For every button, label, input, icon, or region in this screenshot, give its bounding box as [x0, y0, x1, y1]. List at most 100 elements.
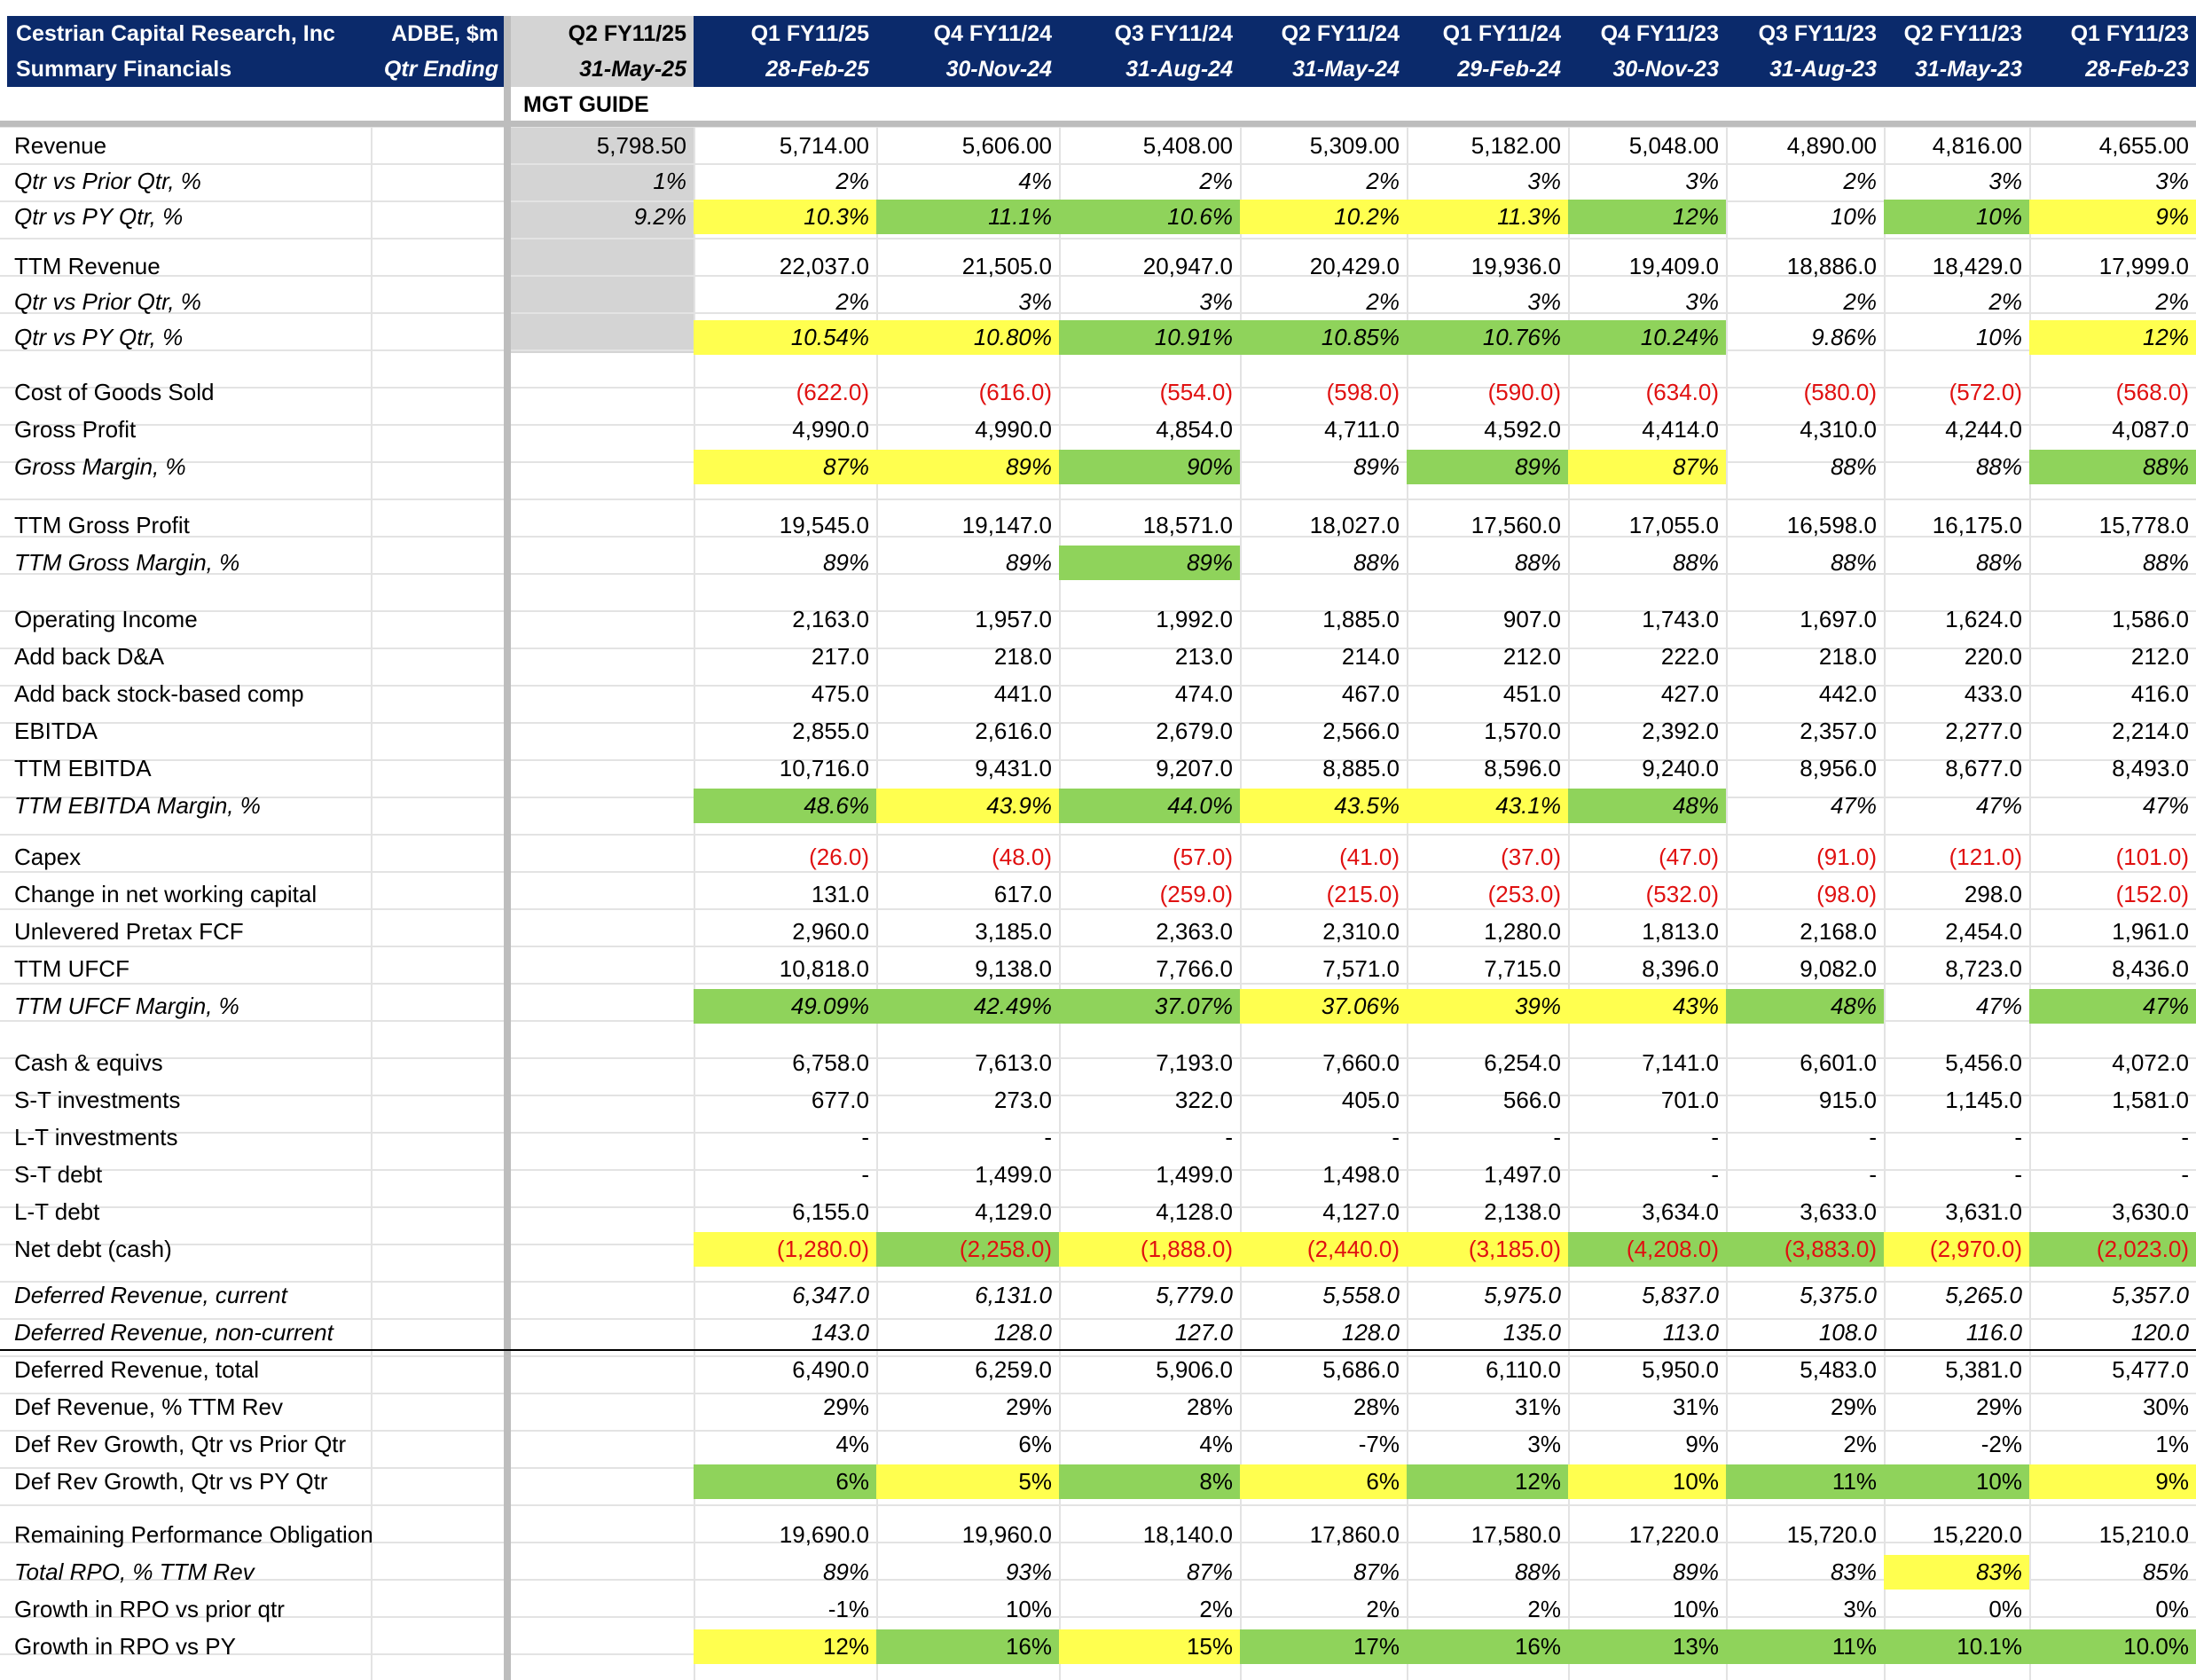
column-quarter-9: Q1 FY11/23	[2029, 16, 2196, 51]
table-cell: 427.0	[1660, 680, 1719, 707]
row-label: TTM Revenue	[14, 253, 161, 279]
table-cell: 1,280.0	[1484, 918, 1561, 945]
table-cell: 2,277.0	[1945, 718, 2022, 744]
subtotal-line	[0, 1349, 2196, 1351]
grid-line	[0, 163, 2196, 165]
table-cell	[511, 320, 694, 355]
table-cell: 20,429.0	[1309, 253, 1400, 279]
table-cell	[511, 602, 694, 637]
grid-line	[1059, 124, 1061, 1680]
table-cell: 2,679.0	[1156, 718, 1233, 744]
table-cell: 5,456.0	[1945, 1049, 2022, 1076]
table-cell	[511, 1464, 694, 1499]
table-cell: 8,885.0	[1322, 755, 1400, 781]
table-cell: 17,055.0	[1628, 512, 1719, 538]
table-cell: 17,860.0	[1309, 1521, 1400, 1548]
table-cell: 28%	[1186, 1393, 1233, 1420]
table-cell: 10.1%	[1884, 1629, 2029, 1664]
row-label: Def Revenue, % TTM Rev	[14, 1393, 283, 1420]
row-label: Deferred Revenue, current	[14, 1282, 287, 1308]
table-cell: 5,779.0	[1156, 1282, 1233, 1308]
table-cell: 5,837.0	[1642, 1282, 1719, 1308]
table-cell: 5,714.00	[779, 132, 869, 159]
table-cell: 11.1%	[876, 200, 1059, 234]
table-cell: (57.0)	[1173, 844, 1233, 870]
grid-line	[0, 1430, 2196, 1432]
table-cell: 4,244.0	[1945, 416, 2022, 443]
table-cell: 44.0%	[1059, 789, 1240, 823]
table-cell: 5,357.0	[2112, 1282, 2189, 1308]
row-label: S-T investments	[14, 1087, 181, 1113]
table-cell: 49.09%	[694, 989, 876, 1024]
table-cell: 3,185.0	[975, 918, 1052, 945]
table-cell: 15,210.0	[2098, 1521, 2189, 1548]
table-cell: 1,499.0	[975, 1161, 1052, 1188]
table-cell: 10%	[1884, 200, 2029, 234]
table-cell: 2%	[2155, 288, 2189, 315]
table-cell: 4,310.0	[1800, 416, 1877, 443]
grid-line	[0, 1542, 2196, 1543]
table-cell: 2%	[1366, 1596, 1400, 1622]
table-cell: 11%	[1726, 1464, 1884, 1499]
table-cell: 4,990.0	[792, 416, 869, 443]
table-cell: 2,214.0	[2112, 718, 2189, 744]
table-cell	[511, 1555, 694, 1590]
table-cell: 89%	[1672, 1558, 1719, 1585]
table-cell: 113.0	[1662, 1319, 1719, 1346]
table-cell: 9,431.0	[975, 755, 1052, 781]
table-cell: (1,280.0)	[694, 1232, 876, 1267]
table-cell	[511, 1592, 694, 1627]
table-cell: 3%	[2155, 168, 2189, 194]
column-date-0: 31-May-25	[511, 51, 694, 87]
table-cell: 4,129.0	[975, 1198, 1052, 1225]
table-cell: 3%	[1685, 168, 1719, 194]
table-cell: 4,072.0	[2112, 1049, 2189, 1076]
table-cell: 907.0	[1502, 606, 1561, 632]
grid-line	[0, 1504, 2196, 1506]
table-cell: 9.2%	[633, 203, 686, 230]
row-label: TTM EBITDA	[14, 755, 152, 781]
table-cell	[511, 1120, 694, 1155]
column-date-4: 31-May-24	[1240, 51, 1407, 87]
table-cell: 89%	[822, 1558, 869, 1585]
row-label: Cost of Goods Sold	[14, 379, 215, 405]
table-cell: (98.0)	[1816, 881, 1877, 907]
table-cell: 18,429.0	[1932, 253, 2022, 279]
table-cell: 8,596.0	[1484, 755, 1561, 781]
table-cell: 8,436.0	[2112, 955, 2189, 982]
table-cell: -	[2014, 1124, 2022, 1150]
table-cell: 4,128.0	[1156, 1198, 1233, 1225]
table-cell: 2%	[835, 288, 869, 315]
table-cell: 87%	[1353, 1558, 1400, 1585]
table-cell: 88%	[2142, 549, 2189, 576]
table-cell: 6%	[694, 1464, 876, 1499]
table-cell: 1,697.0	[1800, 606, 1877, 632]
table-cell: 10%	[1884, 1464, 2029, 1499]
table-cell: -	[1869, 1161, 1877, 1188]
table-cell: 0%	[2155, 1596, 2189, 1622]
column-date-3: 31-Aug-24	[1059, 51, 1240, 87]
table-cell	[511, 249, 694, 284]
column-date-5: 29-Feb-24	[1407, 51, 1568, 87]
table-cell: (3,883.0)	[1726, 1232, 1884, 1267]
table-cell: (2,023.0)	[2029, 1232, 2196, 1267]
table-cell: 47%	[1830, 792, 1877, 819]
table-cell	[511, 714, 694, 749]
table-cell: 5,309.00	[1309, 132, 1400, 159]
table-cell: 19,545.0	[779, 512, 869, 538]
table-cell: 6,601.0	[1800, 1049, 1877, 1076]
row-label: Gross Profit	[14, 416, 137, 443]
table-cell: 3,634.0	[1642, 1198, 1719, 1225]
table-cell: 10.54%	[694, 320, 876, 355]
table-cell: -	[2181, 1124, 2189, 1150]
table-cell	[511, 1083, 694, 1118]
table-cell: 143.0	[811, 1319, 869, 1346]
table-cell: 10.6%	[1059, 200, 1240, 234]
table-cell: 15,778.0	[2098, 512, 2189, 538]
table-cell: 89%	[822, 549, 869, 576]
table-cell: 88%	[1514, 1558, 1561, 1585]
table-cell: 16,175.0	[1932, 512, 2022, 538]
table-cell: 2,855.0	[792, 718, 869, 744]
table-cell: 29%	[822, 1393, 869, 1420]
